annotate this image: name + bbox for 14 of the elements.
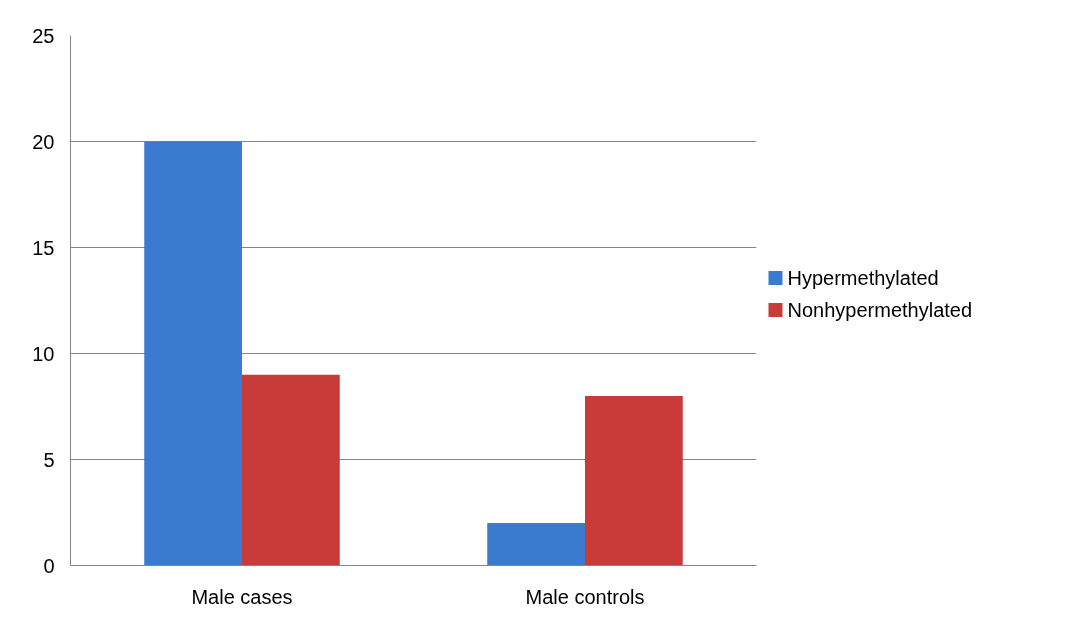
legend-label: Hypermethylated — [787, 267, 939, 290]
legend-label: Nonhypermethylated — [787, 298, 973, 321]
x-tick-label: Male cases — [191, 585, 293, 608]
bar — [144, 141, 242, 566]
y-tick-label: 15 — [32, 236, 55, 259]
y-tick-label: 5 — [43, 448, 55, 471]
bar — [242, 374, 340, 566]
y-tick-label: 0 — [43, 554, 55, 577]
bar — [487, 523, 585, 566]
y-tick-label: 10 — [32, 342, 55, 365]
bar — [585, 395, 683, 566]
x-tick-label: Male controls — [525, 585, 645, 608]
y-tick-label: 25 — [32, 24, 55, 47]
y-tick-label: 20 — [32, 130, 55, 153]
